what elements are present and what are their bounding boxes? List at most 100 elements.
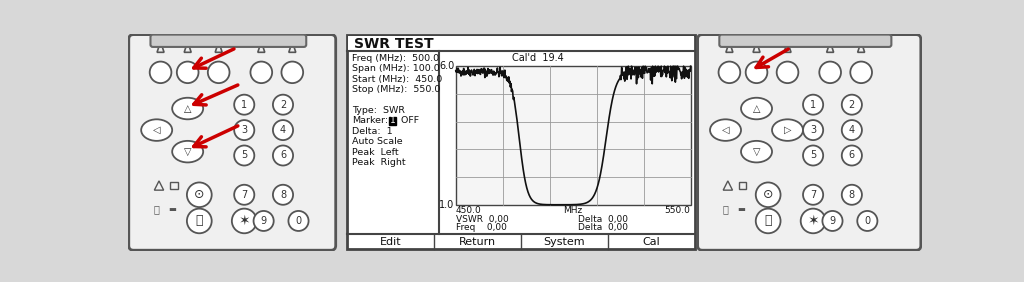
Circle shape [282, 61, 303, 83]
Text: 550.0: 550.0 [665, 206, 690, 215]
Circle shape [822, 211, 843, 231]
Circle shape [273, 95, 293, 115]
Text: Span (MHz): 100.0: Span (MHz): 100.0 [352, 64, 439, 73]
Polygon shape [215, 41, 222, 52]
Circle shape [254, 211, 273, 231]
Circle shape [273, 120, 293, 140]
Text: 8: 8 [849, 190, 855, 200]
Circle shape [234, 120, 254, 140]
Text: 1: 1 [390, 116, 395, 125]
Polygon shape [858, 41, 864, 52]
Ellipse shape [710, 119, 741, 141]
Text: Peak  Right: Peak Right [352, 158, 406, 167]
Bar [738, 182, 746, 190]
Circle shape [187, 182, 212, 207]
Text: ✶: ✶ [239, 214, 250, 228]
Circle shape [251, 61, 272, 83]
Circle shape [842, 146, 862, 166]
Circle shape [231, 209, 257, 233]
Text: ▽: ▽ [184, 147, 191, 157]
Text: ⊙: ⊙ [763, 188, 773, 201]
Ellipse shape [741, 98, 772, 119]
Circle shape [801, 209, 825, 233]
Bar [456, 66, 690, 205]
Text: ◁: ◁ [153, 125, 161, 135]
Circle shape [234, 185, 254, 205]
Ellipse shape [772, 119, 803, 141]
Text: Start (MHz):  450.0: Start (MHz): 450.0 [352, 75, 442, 84]
Text: 2: 2 [849, 100, 855, 110]
Ellipse shape [741, 141, 772, 162]
Circle shape [234, 95, 254, 115]
Circle shape [803, 120, 823, 140]
Text: 3: 3 [242, 125, 248, 135]
Text: 9: 9 [260, 216, 266, 226]
Text: SWR TEST: SWR TEST [353, 37, 433, 51]
Bar [389, 117, 396, 125]
Polygon shape [289, 41, 296, 52]
Ellipse shape [172, 141, 203, 162]
Circle shape [803, 95, 823, 115]
Text: 9: 9 [829, 216, 836, 226]
Text: 3: 3 [810, 125, 816, 135]
Circle shape [745, 61, 767, 83]
Polygon shape [184, 41, 191, 52]
Text: Cal: Cal [642, 237, 660, 247]
Text: ⏻: ⏻ [764, 214, 772, 228]
Text: System: System [544, 237, 585, 247]
Text: OFF: OFF [397, 116, 419, 125]
Text: 5: 5 [241, 151, 248, 160]
Circle shape [719, 61, 740, 83]
Text: ⏻: ⏻ [723, 204, 728, 214]
Text: Delta  0,00: Delta 0,00 [578, 215, 628, 224]
Bar [348, 36, 693, 51]
Text: Freq    0,00: Freq 0,00 [456, 223, 507, 232]
Circle shape [208, 61, 229, 83]
Text: 1.0: 1.0 [439, 200, 455, 210]
Text: VSWR  0,00: VSWR 0,00 [456, 215, 509, 224]
Text: ✶: ✶ [807, 214, 819, 228]
Circle shape [756, 182, 780, 207]
Text: MHz: MHz [563, 206, 583, 215]
Text: Auto Scale: Auto Scale [352, 137, 402, 146]
Circle shape [177, 61, 199, 83]
Circle shape [273, 146, 293, 166]
Circle shape [776, 61, 799, 83]
Text: Edit: Edit [380, 237, 401, 247]
Text: 8: 8 [280, 190, 286, 200]
Text: Stop (MHz):  550.0: Stop (MHz): 550.0 [352, 85, 440, 94]
Text: 5: 5 [810, 151, 816, 160]
Text: ▷: ▷ [783, 125, 792, 135]
Text: 6: 6 [849, 151, 855, 160]
Text: ▬: ▬ [168, 205, 176, 214]
Text: ⊙: ⊙ [195, 188, 205, 201]
Text: ▽: ▽ [753, 147, 760, 157]
Text: 4: 4 [849, 125, 855, 135]
Text: Delta  0,00: Delta 0,00 [578, 223, 628, 232]
Polygon shape [753, 41, 760, 52]
FancyBboxPatch shape [129, 35, 336, 250]
Text: △: △ [753, 103, 760, 114]
Polygon shape [258, 41, 265, 52]
Circle shape [273, 185, 293, 205]
Text: ⏻: ⏻ [154, 204, 160, 214]
Text: 0: 0 [296, 216, 301, 226]
Circle shape [819, 61, 841, 83]
Circle shape [850, 61, 872, 83]
Text: ◁: ◁ [722, 125, 729, 135]
Circle shape [234, 146, 254, 166]
Circle shape [150, 61, 171, 83]
Polygon shape [726, 41, 733, 52]
Circle shape [857, 211, 878, 231]
Text: 6: 6 [280, 151, 286, 160]
Text: 450.0: 450.0 [456, 206, 481, 215]
FancyBboxPatch shape [151, 35, 306, 47]
Text: Marker:: Marker: [352, 116, 388, 125]
Text: 0: 0 [864, 216, 870, 226]
Text: Peak  Left: Peak Left [352, 147, 398, 157]
Text: △: △ [184, 103, 191, 114]
Text: 7: 7 [241, 190, 248, 200]
Text: 2: 2 [280, 100, 286, 110]
Text: 7: 7 [810, 190, 816, 200]
Circle shape [187, 209, 212, 233]
